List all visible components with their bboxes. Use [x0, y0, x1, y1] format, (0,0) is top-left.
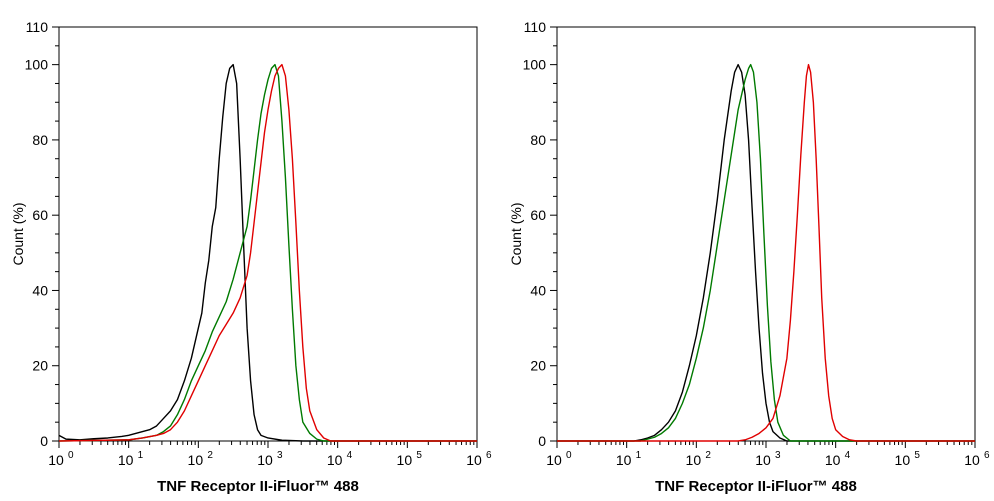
x-tick-exponent: 5	[914, 450, 920, 461]
x-tick-label: 10	[895, 452, 911, 468]
x-tick-exponent: 3	[775, 450, 781, 461]
x-tick-exponent: 4	[845, 450, 851, 461]
x-tick-exponent: 0	[566, 450, 572, 461]
x-tick-label: 10	[327, 452, 343, 468]
x-tick-label: 10	[118, 452, 134, 468]
series-line-red	[58, 63, 477, 442]
y-tick-label: 20	[32, 358, 48, 374]
x-tick-exponent: 1	[636, 450, 642, 461]
plot-frame	[556, 26, 976, 442]
x-tick-label: 10	[825, 452, 841, 468]
x-tick-label: 10	[546, 452, 562, 468]
y-axis-title: Count (%)	[508, 202, 524, 265]
series-line-red	[557, 63, 975, 442]
x-axis-title: TNF Receptor II-iFluor™ 488	[157, 478, 359, 495]
x-tick-exponent: 6	[984, 450, 990, 461]
y-tick-label: 60	[530, 207, 546, 223]
y-tick-label: 100	[25, 57, 49, 73]
x-tick-label: 10	[188, 452, 204, 468]
y-tick-label: 80	[32, 132, 48, 148]
x-tick-label: 10	[48, 452, 64, 468]
y-tick-label: 0	[40, 433, 48, 449]
y-tick-label: 0	[538, 433, 546, 449]
y-tick-label: 60	[32, 207, 48, 223]
y-tick-label: 40	[32, 282, 48, 298]
y-tick-label: 40	[530, 282, 546, 298]
plot-frame	[58, 26, 478, 442]
x-tick-exponent: 5	[416, 450, 422, 461]
x-tick-exponent: 2	[207, 450, 213, 461]
x-tick-label: 10	[466, 452, 482, 468]
x-tick-exponent: 0	[68, 450, 74, 461]
x-tick-label: 10	[964, 452, 980, 468]
x-tick-label: 10	[686, 452, 702, 468]
x-tick-label: 10	[755, 452, 771, 468]
x-tick-exponent: 1	[138, 450, 144, 461]
series-line-black	[557, 63, 975, 442]
x-tick-label: 10	[257, 452, 273, 468]
series-line-green	[557, 63, 975, 442]
series-line-green	[58, 63, 477, 442]
y-tick-label: 110	[524, 19, 547, 35]
x-tick-label: 10	[616, 452, 632, 468]
x-tick-exponent: 2	[705, 450, 711, 461]
y-tick-label: 80	[530, 132, 546, 148]
x-tick-exponent: 3	[277, 450, 283, 461]
y-tick-label: 100	[523, 57, 547, 73]
y-tick-label: 110	[26, 19, 49, 35]
y-axis-title: Count (%)	[10, 202, 26, 265]
x-tick-exponent: 4	[347, 450, 353, 461]
x-tick-exponent: 6	[486, 450, 492, 461]
series-line-black	[58, 63, 477, 442]
x-axis-title: TNF Receptor II-iFluor™ 488	[655, 478, 857, 495]
x-tick-label: 10	[397, 452, 413, 468]
y-tick-label: 20	[530, 358, 546, 374]
